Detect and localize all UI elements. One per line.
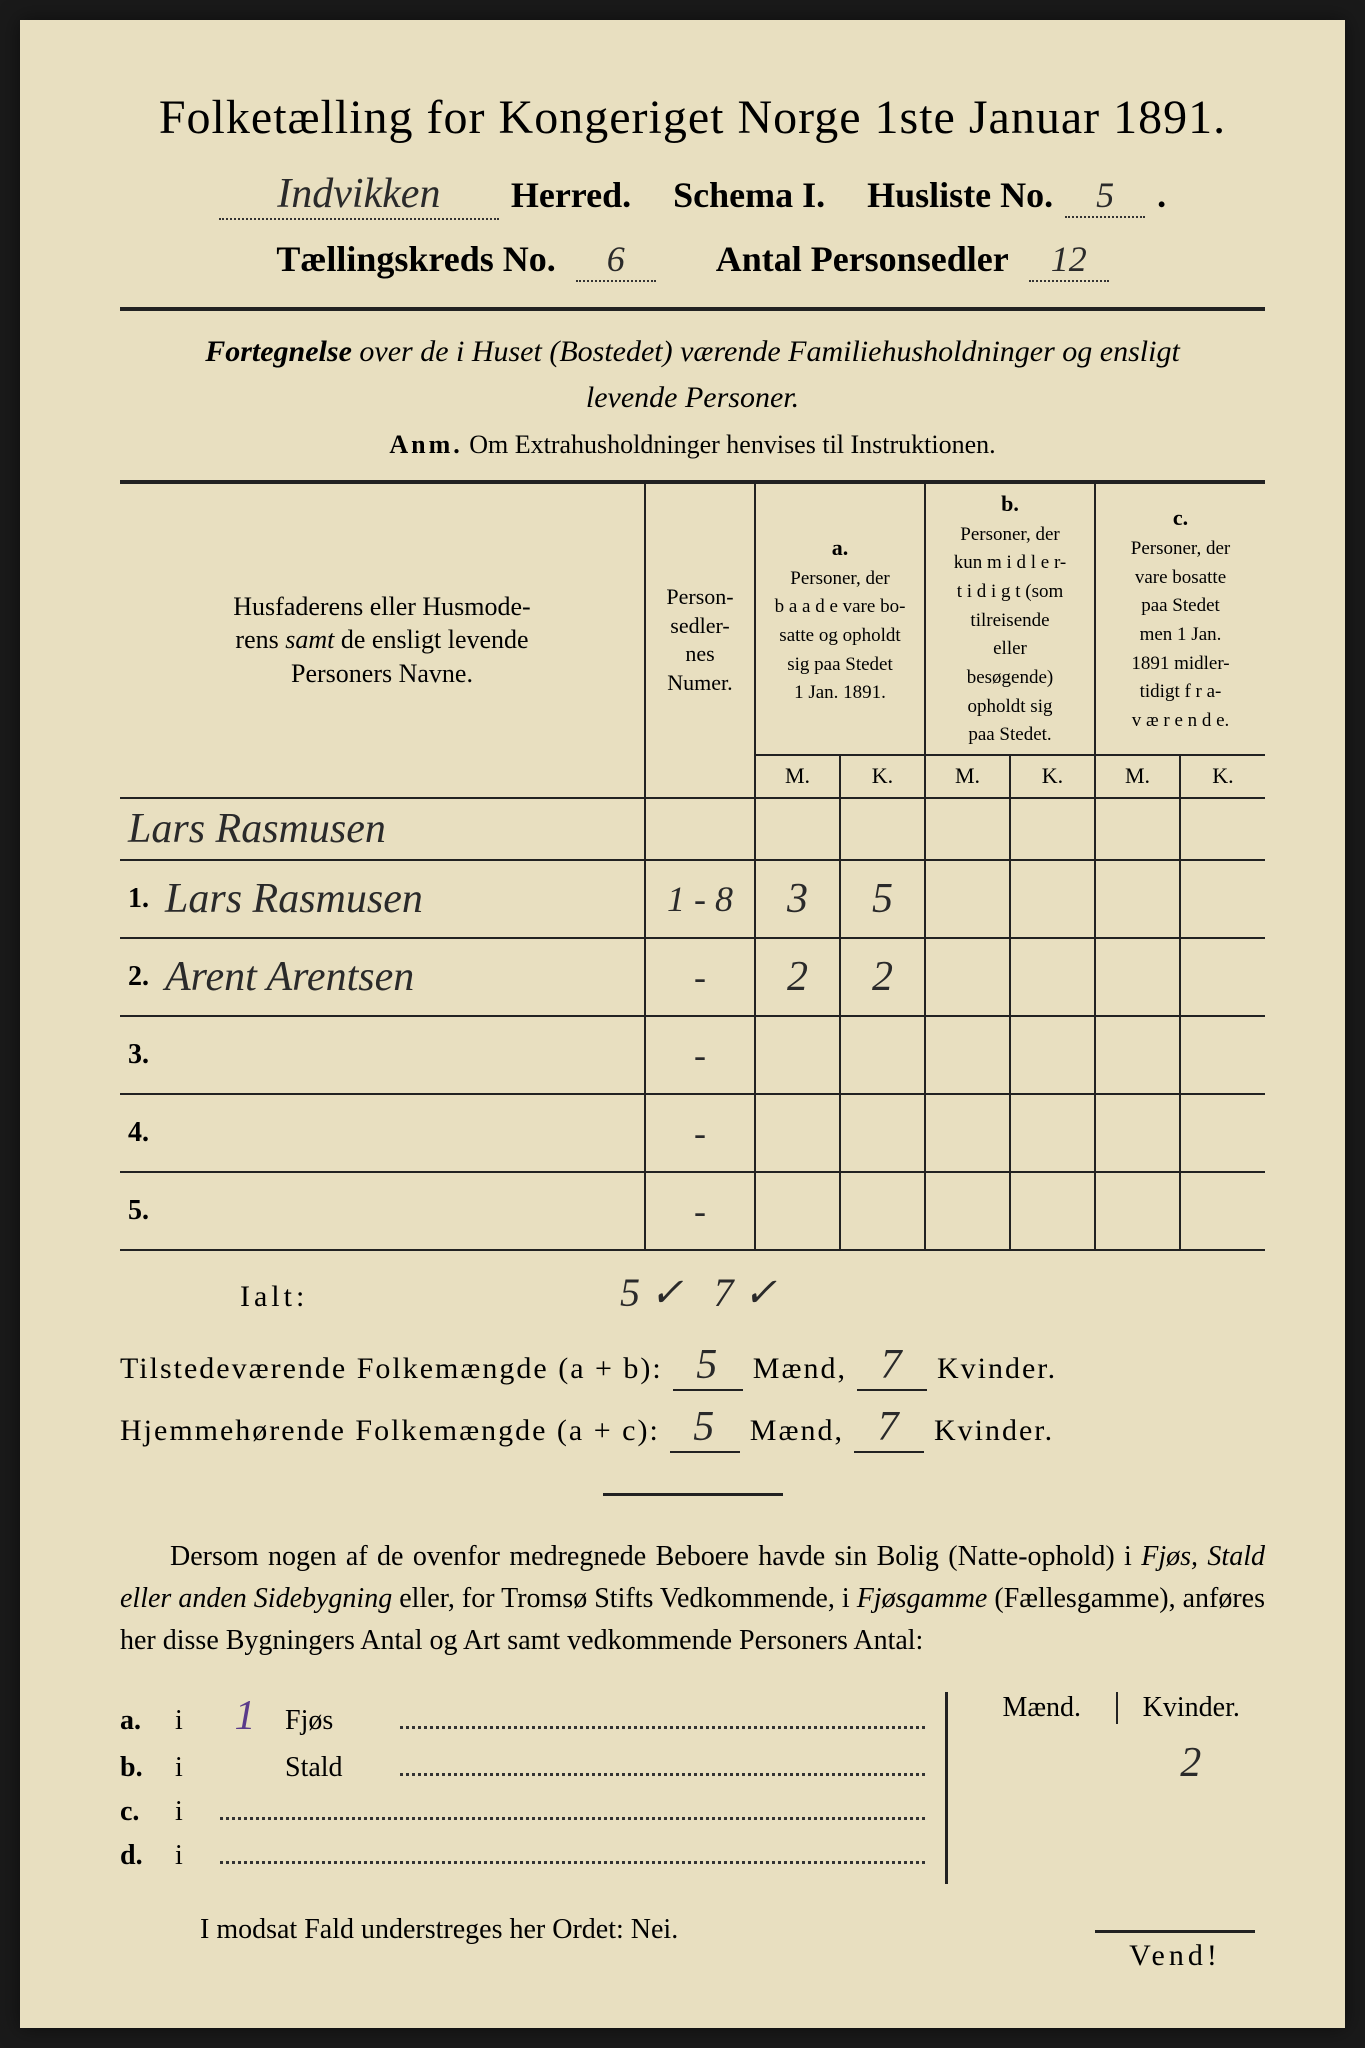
ialt-m: 5 ✓ bbox=[490, 1269, 684, 1316]
table-row: 1. Lars Rasmusen 1 - 8 3 5 bbox=[120, 860, 1265, 938]
ob-a-m bbox=[968, 1739, 1117, 1789]
col-names-header: Husfaderens eller Husmode-rens samt de e… bbox=[120, 482, 645, 798]
subtitle: Fortegnelse over de i Huset (Bostedet) v… bbox=[120, 331, 1265, 373]
husliste-label: Husliste No. bbox=[867, 174, 1053, 216]
ialt-k: 7 ✓ bbox=[714, 1269, 778, 1316]
kreds-label: Tællingskreds No. bbox=[276, 238, 555, 280]
outbuilding-mk-table: Mænd. Kvinder. 2 bbox=[945, 1692, 1265, 1884]
mk-kvinder-header: Kvinder. bbox=[1116, 1692, 1266, 1724]
divider-short bbox=[603, 1493, 783, 1496]
col-a-k: K. bbox=[840, 755, 925, 798]
col-numer-header: Person-sedler-nesNumer. bbox=[645, 482, 755, 798]
col-b-m: M. bbox=[925, 755, 1010, 798]
outbuilding-row-a: a. i 1 Fjøs bbox=[120, 1692, 925, 1740]
present-k: 7 bbox=[857, 1341, 927, 1391]
mk-maend-header: Mænd. bbox=[968, 1692, 1116, 1724]
subtitle-line2: levende Personer. bbox=[120, 381, 1265, 415]
header-line-1: Indvikken Herred. Schema I. Husliste No.… bbox=[120, 170, 1265, 220]
herred-label: Herred. bbox=[511, 174, 631, 216]
table-row: 5. - bbox=[120, 1172, 1265, 1250]
resident-k: 7 bbox=[854, 1403, 924, 1453]
outbuilding-section: a. i 1 Fjøs b. i Stald c. i d. i bbox=[120, 1692, 1265, 1884]
vend-label: Vend! bbox=[1095, 1930, 1255, 1973]
schema-label: Schema I. bbox=[673, 174, 825, 216]
census-table: Husfaderens eller Husmode-rens samt de e… bbox=[120, 480, 1265, 1251]
outbuilding-paragraph: Dersom nogen af de ovenfor medregnede Be… bbox=[120, 1536, 1265, 1662]
table-row: 2. Arent Arentsen - 2 2 bbox=[120, 938, 1265, 1016]
household-head-name: Lars Rasmusen bbox=[120, 798, 645, 860]
col-a-m: M. bbox=[755, 755, 840, 798]
outbuilding-row-d: d. i bbox=[120, 1840, 925, 1872]
outbuilding-list: a. i 1 Fjøs b. i Stald c. i d. i bbox=[120, 1692, 925, 1884]
col-c-header: c. Personer, dervare bosattepaa Stedetme… bbox=[1095, 482, 1265, 755]
outbuilding-row-c: c. i bbox=[120, 1796, 925, 1828]
outbuilding-row-b: b. i Stald bbox=[120, 1752, 925, 1784]
table-body: 1. Lars Rasmusen 1 - 8 3 5 2. Arent Aren… bbox=[120, 860, 1265, 1250]
col-c-k: K. bbox=[1180, 755, 1265, 798]
table-row: 4. - bbox=[120, 1094, 1265, 1172]
herred-value: Indvikken bbox=[219, 170, 499, 220]
husliste-no: 5 bbox=[1065, 174, 1145, 218]
summary-resident: Hjemmehørende Folkemængde (a + c): 5 Mæn… bbox=[120, 1403, 1265, 1453]
table-row: 3. - bbox=[120, 1016, 1265, 1094]
sedler-label: Antal Personsedler bbox=[716, 238, 1009, 280]
col-b-header: b. Personer, derkun m i d l e r-t i d i … bbox=[925, 482, 1095, 755]
resident-m: 5 bbox=[670, 1403, 740, 1453]
main-title: Folketælling for Kongeriget Norge 1ste J… bbox=[120, 90, 1265, 145]
divider-1 bbox=[120, 307, 1265, 311]
col-c-m: M. bbox=[1095, 755, 1180, 798]
summary-present: Tilstedeværende Folkemængde (a + b): 5 M… bbox=[120, 1341, 1265, 1391]
ialt-row: Ialt: 5 ✓ 7 ✓ bbox=[120, 1269, 1265, 1316]
anm-note: Anm. Om Extrahusholdninger henvises til … bbox=[120, 430, 1265, 460]
census-form-page: Folketælling for Kongeriget Norge 1ste J… bbox=[20, 20, 1345, 2028]
header-line-2: Tællingskreds No. 6 Antal Personsedler 1… bbox=[120, 238, 1265, 282]
col-a-header: a. Personer, derb a a d e vare bo-satte … bbox=[755, 482, 925, 750]
present-m: 5 bbox=[673, 1341, 743, 1391]
ob-a-k: 2 bbox=[1117, 1739, 1266, 1789]
kreds-no: 6 bbox=[576, 238, 656, 282]
col-b-k: K. bbox=[1010, 755, 1095, 798]
sedler-no: 12 bbox=[1029, 238, 1109, 282]
